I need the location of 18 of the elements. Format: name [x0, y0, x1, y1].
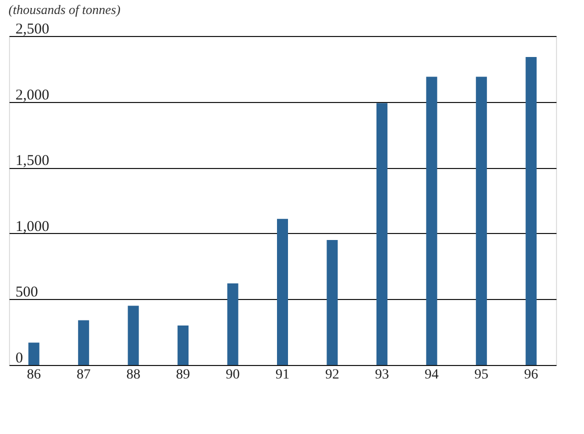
- y-tick-label: 2,500: [16, 22, 50, 38]
- x-tick-label: 89: [176, 368, 190, 382]
- x-tick-label: 93: [374, 368, 389, 382]
- x-tick-label: 92: [325, 368, 340, 382]
- x-tick-label: 90: [226, 368, 240, 382]
- x-tick-label: 94: [424, 368, 439, 382]
- x-tick-label: 88: [126, 368, 140, 382]
- y-tick-label: 1,000: [16, 218, 50, 235]
- x-tick-label: 86: [26, 368, 41, 382]
- y-tick-label: 0: [16, 350, 23, 366]
- y-tick-label: 500: [16, 284, 38, 301]
- y-tick-label: 2,000: [16, 87, 50, 104]
- y-axis-title: (thousands of tonnes): [8, 2, 120, 17]
- x-tick-label: 91: [276, 368, 290, 382]
- x-tick-label: 96: [524, 368, 538, 382]
- x-tick-label: 87: [76, 368, 91, 382]
- x-tick-label: 95: [474, 368, 488, 382]
- y-tick-label: 1,500: [16, 153, 50, 170]
